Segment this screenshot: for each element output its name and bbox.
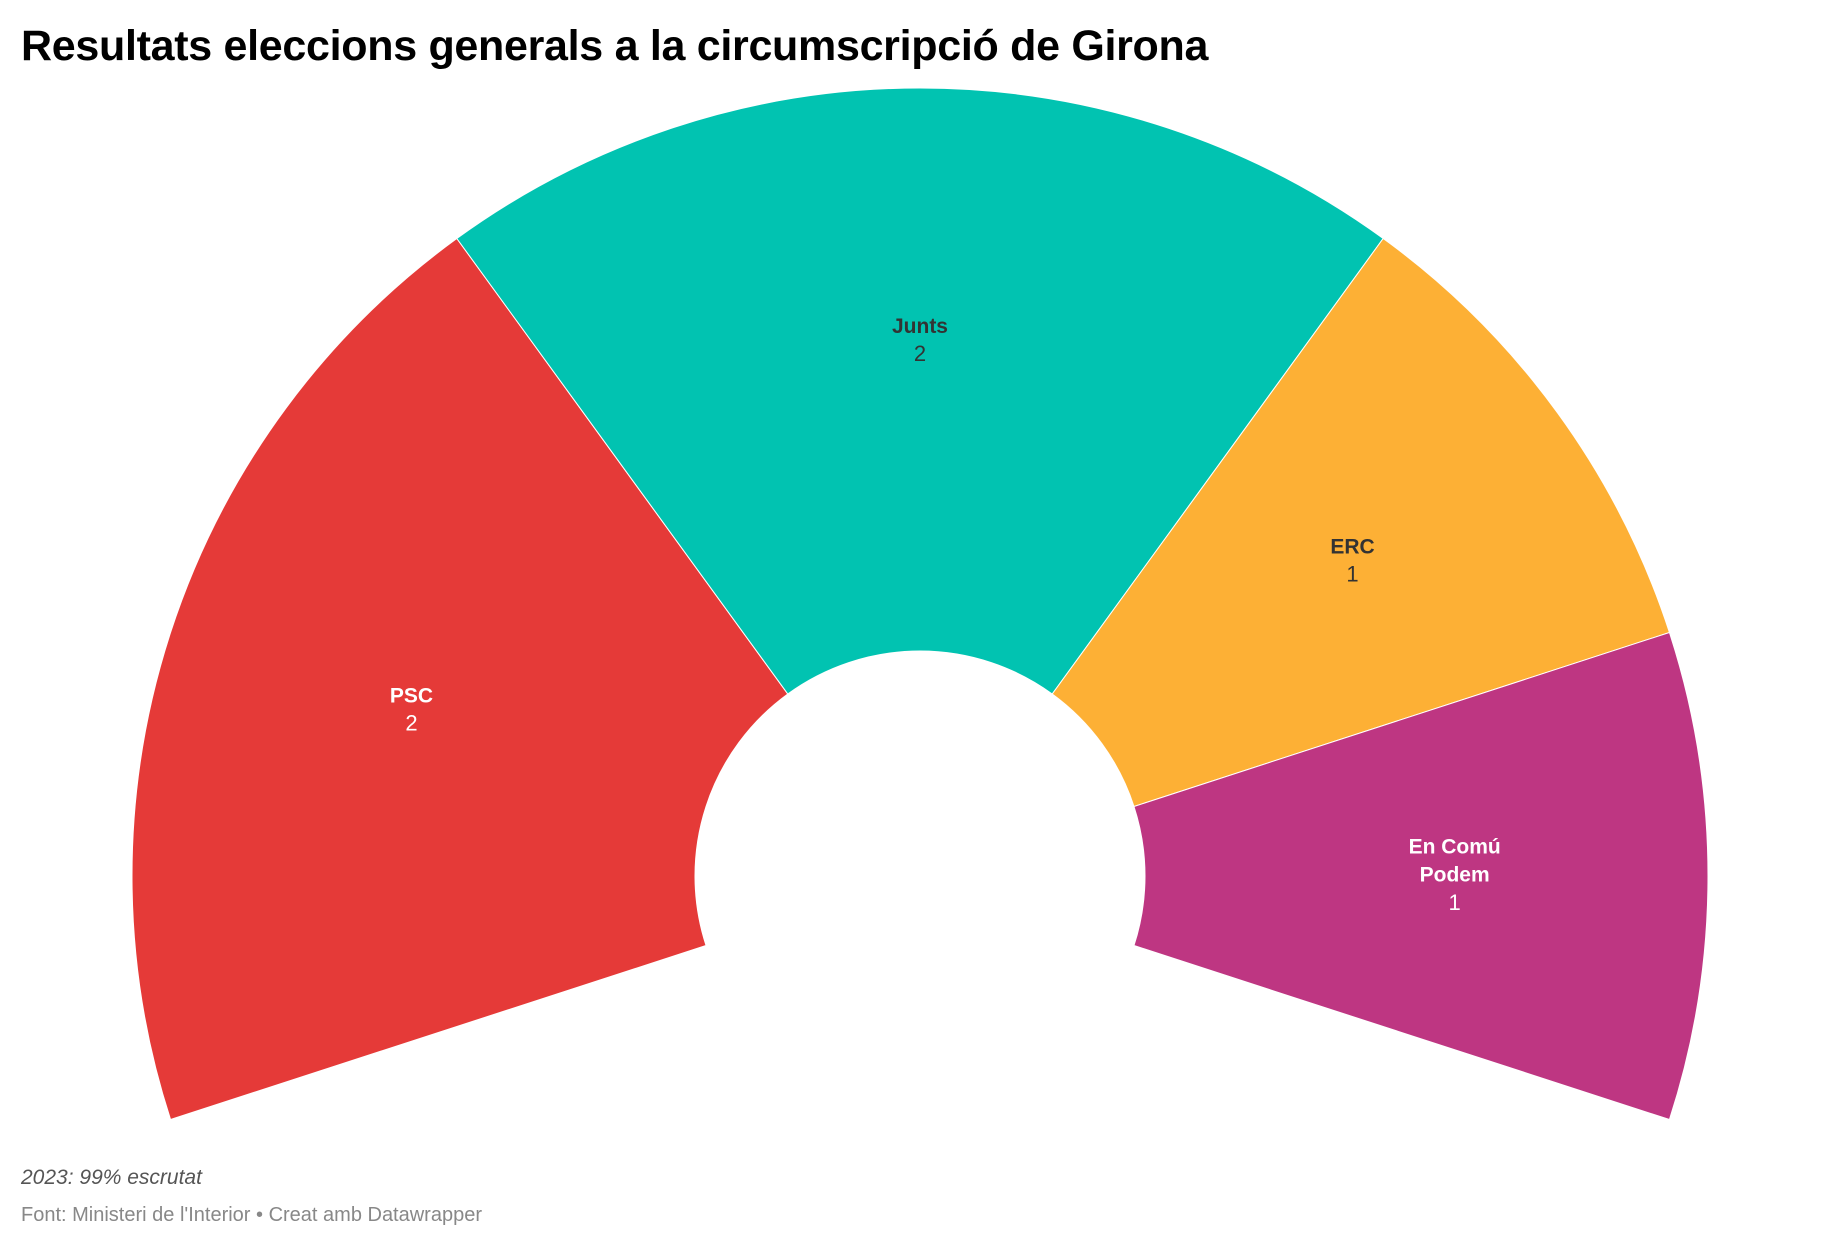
segment-label-en-com-podem: En Comú Podem 1 xyxy=(1409,836,1501,915)
counted-note: 2023: 99% escrutat xyxy=(21,1166,202,1189)
segment-name: En Comú xyxy=(1409,836,1501,859)
segment-name: Podem xyxy=(1420,864,1490,887)
segment-value: 2 xyxy=(405,711,417,736)
segment-label-erc: ERC 1 xyxy=(1330,535,1374,586)
segment-name: Junts xyxy=(892,315,948,338)
segment-label-junts: Junts 2 xyxy=(892,315,948,366)
segment-label-psc: PSC 2 xyxy=(390,684,433,735)
chart-title: Resultats eleccions generals a la circum… xyxy=(21,22,1209,70)
segment-name: PSC xyxy=(390,684,433,707)
segment-en-com-podem xyxy=(1133,631,1709,1121)
segment-psc xyxy=(131,237,789,1121)
segment-junts xyxy=(456,87,1384,695)
segment-name: ERC xyxy=(1330,535,1374,558)
segment-value: 2 xyxy=(914,341,926,366)
segment-value: 1 xyxy=(1346,562,1358,587)
segment-value: 1 xyxy=(1449,890,1461,915)
source-credit: Font: Ministeri de l'Interior • Creat am… xyxy=(21,1204,482,1226)
segment-erc xyxy=(1051,237,1671,808)
